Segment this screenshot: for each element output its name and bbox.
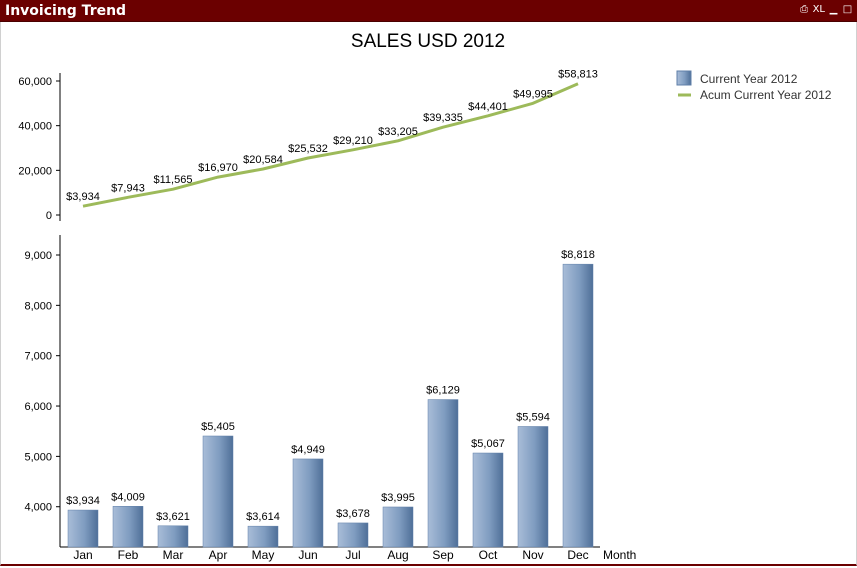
x-tick-label: May (252, 548, 275, 562)
line-data-label: $7,943 (111, 182, 145, 194)
bar-mar (157, 525, 189, 548)
bar-data-label: $5,405 (201, 421, 235, 433)
bar-apr (202, 435, 234, 548)
bar-data-label: $4,949 (291, 444, 325, 456)
bar-data-label: $3,678 (336, 508, 370, 520)
bar-data-label: $5,067 (471, 438, 505, 450)
line-data-label: $16,970 (198, 162, 238, 174)
x-tick-label: Aug (387, 548, 408, 562)
sales-chart: SALES USD 2012 60,000 40,000 20,000 0 9,000… (18, 31, 832, 562)
bar-data-label: $3,614 (246, 511, 280, 523)
line-data-label: $39,335 (423, 112, 463, 124)
bar-data-label: $8,818 (561, 249, 595, 261)
line-axis-tick-label: 20,000 (18, 165, 52, 177)
x-tick-label: Sep (432, 548, 454, 562)
excel-export-icon[interactable]: XL (812, 4, 825, 15)
x-tick-label: Jan (73, 548, 92, 562)
window-titlebar: Invoicing Trend ⎙ XL ▁ □ (0, 0, 857, 22)
bar-axis-tick-label: 8,000 (24, 300, 52, 312)
bar-axis-tick-label: 7,000 (24, 351, 52, 363)
bar-axis-tick-label: 5,000 (24, 451, 52, 463)
x-tick-label: Dec (567, 548, 588, 562)
line-axis-tick-label: 60,000 (18, 76, 52, 88)
line-data-label: $33,205 (378, 126, 418, 138)
maximize-icon[interactable]: □ (842, 4, 853, 15)
bar-data-label: $3,934 (66, 495, 100, 507)
bar-data-label: $5,594 (516, 411, 550, 423)
bar-jun (292, 458, 324, 548)
legend-swatch-bar (676, 70, 692, 86)
x-tick-label: Jul (345, 548, 360, 562)
x-tick-label: Oct (479, 548, 498, 562)
line-axis-tick-label: 0 (46, 210, 52, 222)
bar-axis-tick-label: 9,000 (24, 250, 52, 262)
line-data-label: $44,401 (468, 101, 508, 113)
line-data-label: $29,210 (333, 135, 373, 147)
bar-feb (112, 506, 144, 548)
bar-dec (562, 263, 594, 548)
bar-data-label: $3,621 (156, 511, 190, 523)
titlebar-icons: ⎙ XL ▁ □ (799, 2, 853, 18)
bar-jul (337, 522, 369, 548)
bar-data-label: $4,009 (111, 491, 145, 503)
bar-sep (427, 399, 459, 548)
bar-data-label: $3,995 (381, 492, 415, 504)
print-icon[interactable]: ⎙ (800, 4, 809, 15)
bar-may (247, 525, 279, 548)
window-title: Invoicing Trend (5, 3, 127, 19)
bar-axis-tick-label: 6,000 (24, 401, 52, 413)
minimize-icon[interactable]: ▁ (829, 4, 838, 15)
x-tick-label: Apr (209, 548, 228, 562)
line-axis-tick-label: 40,000 (18, 121, 52, 133)
chart-title: SALES USD 2012 (351, 31, 505, 52)
bar-data-label: $6,129 (426, 385, 460, 397)
line-data-label: $49,995 (513, 88, 553, 100)
bar-aug (382, 506, 414, 548)
legend-label-line: Acum Current Year 2012 (700, 88, 832, 102)
x-axis-title: Month (603, 548, 636, 562)
line-data-label: $20,584 (243, 154, 283, 166)
legend-label-bar: Current Year 2012 (700, 72, 798, 86)
bar-oct (472, 452, 504, 548)
bar-jan (67, 509, 99, 548)
legend: Current Year 2012 Acum Current Year 2012 (676, 70, 832, 102)
bar-nov (517, 426, 549, 548)
line-data-label: $3,934 (66, 191, 100, 203)
cumulative-line (82, 82, 579, 208)
bar-axis-tick-label: 4,000 (24, 502, 52, 514)
x-tick-label: Jun (298, 548, 317, 562)
line-data-label: $25,532 (288, 143, 328, 155)
line-data-label: $11,565 (154, 174, 193, 186)
x-tick-label: Mar (163, 548, 184, 562)
x-tick-label: Nov (522, 548, 543, 562)
x-tick-label: Feb (118, 548, 139, 562)
line-data-label: $58,813 (558, 69, 598, 81)
